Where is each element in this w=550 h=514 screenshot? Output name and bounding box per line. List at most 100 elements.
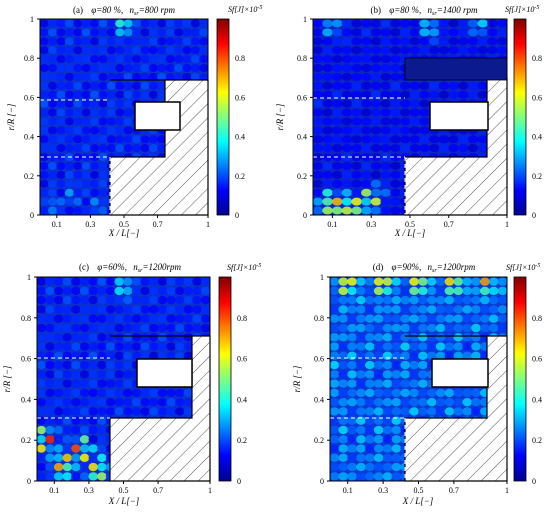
field-cell — [56, 63, 66, 73]
field-cell — [391, 472, 402, 481]
field-cell — [105, 323, 116, 333]
field-cell — [62, 314, 73, 323]
field-cell — [148, 37, 159, 46]
colorbar-tick-label: 0.6 — [532, 93, 542, 102]
field-cell — [444, 305, 455, 314]
field-cell — [182, 46, 192, 55]
field-cell — [312, 206, 324, 215]
field-cell — [81, 37, 91, 46]
field-cell — [79, 398, 90, 407]
field-cell — [341, 170, 353, 179]
field-cell — [312, 46, 324, 55]
field-cell — [329, 398, 340, 407]
field-cell — [322, 179, 333, 188]
colorbar-a — [216, 18, 230, 216]
field-cell — [140, 277, 150, 286]
field-cell — [174, 333, 185, 342]
field-cell — [382, 444, 393, 453]
field-cell — [64, 99, 75, 108]
field-cell — [81, 55, 91, 64]
field-cell — [56, 126, 66, 135]
field-cell — [148, 55, 159, 64]
field-cell — [312, 144, 324, 153]
field-cell — [488, 286, 499, 296]
field-cell — [97, 407, 107, 416]
field-cell — [364, 462, 375, 472]
field-cell — [79, 462, 90, 472]
field-cell — [322, 188, 333, 197]
field-cell — [400, 360, 411, 370]
field-cell — [36, 277, 47, 286]
y-tick-label: 0.8 — [24, 54, 34, 63]
field-cell — [73, 144, 83, 153]
field-cell — [391, 314, 402, 323]
field-cell — [73, 108, 83, 117]
field-cell — [45, 333, 55, 342]
field-cell — [356, 416, 366, 425]
field-cell — [36, 370, 47, 379]
field-cell — [88, 333, 98, 342]
field-cell — [435, 314, 446, 323]
field-cell — [123, 277, 133, 286]
field-cell — [56, 90, 66, 99]
field-cell — [47, 55, 58, 64]
field-cell — [370, 72, 382, 81]
field-cell — [79, 388, 90, 398]
field-cell — [497, 286, 508, 296]
field-cell — [382, 286, 393, 296]
x-tick-label: 0.7 — [153, 486, 163, 495]
field-cell — [341, 55, 353, 64]
field-cell — [338, 351, 349, 360]
field-cell — [79, 379, 90, 388]
field-cell — [428, 144, 440, 153]
field-cell — [382, 323, 393, 333]
field-cell — [338, 323, 349, 333]
field-cell — [351, 37, 362, 46]
field-cell — [312, 72, 324, 81]
field-cell — [98, 28, 108, 37]
field-cell — [36, 351, 47, 360]
field-cell — [347, 286, 357, 296]
field-cell — [98, 55, 108, 64]
field-cell — [351, 188, 362, 197]
field-cell — [428, 90, 440, 99]
field-cell — [438, 37, 450, 46]
colorbar-ticks-d: 0 0.2 0.4 0.6 0.8 — [532, 314, 542, 486]
field-cell — [115, 28, 125, 37]
field-cell — [356, 435, 366, 444]
field-cell — [192, 277, 202, 286]
field-cell — [351, 179, 362, 188]
field-cell — [62, 379, 73, 388]
field-cell — [399, 46, 411, 55]
field-cell — [364, 425, 375, 435]
x-ticks-b: 0.1 0.3 0.5 0.7 1 — [327, 215, 509, 229]
field-cell — [322, 37, 333, 46]
field-cell — [361, 81, 372, 90]
y-tick-label: 0.4 — [24, 133, 34, 142]
field-cell — [47, 28, 58, 37]
x-tick-label: 0.7 — [153, 220, 163, 229]
field-cell — [192, 323, 202, 333]
field-cell — [123, 99, 133, 108]
field-cell — [140, 398, 150, 407]
field-cell — [89, 179, 100, 188]
field-cell — [409, 286, 419, 296]
field-cell — [79, 407, 90, 416]
field-cell — [448, 81, 459, 90]
field-cell — [409, 351, 419, 360]
field-cell — [380, 19, 392, 28]
field-cell — [453, 323, 464, 333]
field-cell — [114, 360, 124, 370]
field-cell — [89, 153, 100, 162]
field-cell — [444, 342, 455, 351]
field-cell — [98, 37, 108, 46]
field-cell — [382, 407, 393, 416]
field-cell — [361, 90, 372, 99]
field-cell — [56, 135, 66, 144]
field-cell — [312, 126, 324, 135]
field-cell — [448, 28, 459, 37]
field-cell — [361, 117, 372, 126]
field-cell — [399, 126, 411, 135]
field-cell — [370, 170, 382, 179]
field-cell — [166, 398, 176, 407]
